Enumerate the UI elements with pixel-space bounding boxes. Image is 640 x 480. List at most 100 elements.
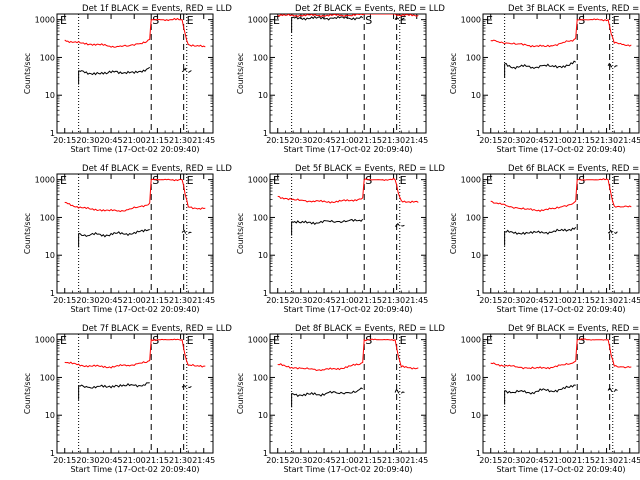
x-tick-label: 21:15 [359,296,382,305]
black-events-series [181,67,187,73]
x-tick-label: 21:15 [359,456,382,465]
y-tick-label: 1000 [248,16,268,25]
y-tick-label: 10 [45,91,55,100]
x-tick-label: 21:30 [169,296,192,305]
black-events-series [613,388,618,392]
plot-frame [269,333,427,454]
x-tick-label: 21:15 [572,296,595,305]
black-events-series [394,389,400,394]
x-tick-label: 21:45 [618,136,640,145]
y-tick-label: 1000 [461,336,481,345]
x-tick-label: 21:00 [549,456,572,465]
y-tick-label: 100 [253,53,268,62]
black-events-series [78,66,150,76]
x-tick-label: 20:15 [266,456,289,465]
x-tick-label: 21:30 [169,136,192,145]
detector-panel: Det 5f BLACK = Events, RED = LLD 1 10 100 10… [236,164,445,314]
detector-panel: Det 9f BLACK = Events, RED = LLD 1 10 100 10… [449,324,640,474]
x-tick-label: 21:45 [405,456,428,465]
marker-E-left: E [486,14,493,27]
red-lld-series [64,17,206,48]
black-events-series [401,224,405,227]
detector-panel: Det 7f BLACK = Events, RED = LLD 1 10 100 10… [23,324,232,474]
x-tick-label: 20:45 [526,136,549,145]
y-tick-label: 1000 [248,336,268,345]
black-events-series [504,60,576,70]
x-tick-label: 21:30 [595,296,618,305]
red-lld-series [490,338,632,370]
x-axis-label: Start Time (17-Oct-02 20:09:40) [70,145,199,154]
detector-panel: Det 8f BLACK = Events, RED = LLD 1 10 100 10… [236,324,445,474]
x-tick-label: 21:15 [572,136,595,145]
y-tick-label: 100 [466,213,481,222]
black-events-series [400,391,405,394]
black-events-series [78,228,150,238]
x-tick-label: 21:00 [336,296,359,305]
x-tick-label: 21:30 [595,456,618,465]
plot-frame [269,13,427,134]
y-tick-label: 1 [476,289,481,298]
y-tick-label: 10 [258,411,268,420]
detector-panel: Det 2f BLACK = Events, RED = LLD 1 10 100 10… [236,4,445,154]
x-axis-label: Start Time (17-Oct-02 20:09:40) [283,305,412,314]
x-tick-label: 20:45 [313,296,336,305]
x-tick-label: 20:15 [53,136,76,145]
marker-E-left: E [273,174,280,187]
black-events-series [291,15,364,21]
y-tick-label: 100 [253,373,268,382]
x-tick-label: 21:15 [146,136,169,145]
x-tick-label: 21:30 [595,136,618,145]
marker-S: S [578,334,585,347]
detector-panel: Det 4f BLACK = Events, RED = LLD 1 10 100 10… [23,164,232,314]
panel-title: Det 3f BLACK = Events, RED = LLD [508,4,640,14]
y-tick-label: 1 [476,129,481,138]
red-lld-series [277,338,419,372]
y-axis-label: Counts/sec [449,373,458,414]
y-tick-label: 1 [263,289,268,298]
x-axis-label: Start Time (17-Oct-02 20:09:40) [496,305,625,314]
x-tick-label: 20:45 [526,296,549,305]
y-axis-label: Counts/sec [23,213,32,254]
y-tick-label: 100 [466,373,481,382]
black-events-series [181,385,187,388]
y-tick-label: 1 [50,289,55,298]
x-tick-label: 21:45 [618,296,640,305]
marker-E-left: E [486,174,493,187]
x-tick-label: 20:15 [266,296,289,305]
y-tick-label: 100 [40,213,55,222]
x-tick-label: 20:15 [479,136,502,145]
marker-S: S [365,174,372,187]
marker-E-right: E [187,174,194,187]
black-events-series [181,229,187,234]
marker-E-right: E [400,174,407,187]
red-lld-series [64,178,206,213]
marker-S: S [365,14,372,27]
plot-frame [56,13,214,134]
x-tick-label: 21:15 [572,456,595,465]
y-tick-label: 1000 [461,176,481,185]
y-tick-label: 10 [258,91,268,100]
black-events-series [78,382,150,389]
y-tick-label: 1000 [35,336,55,345]
y-tick-label: 1000 [461,16,481,25]
x-tick-label: 21:30 [169,456,192,465]
x-axis-label: Start Time (17-Oct-02 20:09:40) [70,305,199,314]
y-axis-label: Counts/sec [23,373,32,414]
x-axis-label: Start Time (17-Oct-02 20:09:40) [283,465,412,474]
y-axis-label: Counts/sec [449,213,458,254]
x-tick-label: 20:30 [502,456,525,465]
x-tick-label: 21:30 [382,296,405,305]
y-axis-label: Counts/sec [236,53,245,94]
black-events-series [291,387,363,398]
red-lld-series [490,178,632,212]
x-tick-label: 20:15 [479,456,502,465]
y-tick-label: 100 [40,53,55,62]
x-axis-label: Start Time (17-Oct-02 20:09:40) [496,465,625,474]
panel-title: Det 4f BLACK = Events, RED = LLD [82,164,232,174]
y-tick-label: 1 [50,449,55,458]
y-tick-label: 10 [258,251,268,260]
x-tick-label: 20:15 [53,456,76,465]
x-tick-label: 21:45 [405,296,428,305]
black-events-series [394,17,400,20]
